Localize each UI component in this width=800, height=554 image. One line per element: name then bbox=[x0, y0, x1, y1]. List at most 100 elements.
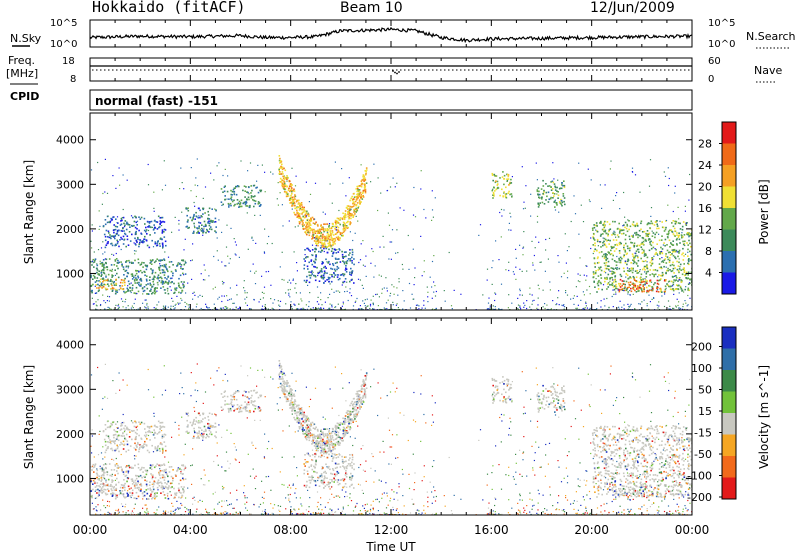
power-region-6 bbox=[303, 247, 355, 284]
colorbar-swatch bbox=[722, 456, 736, 478]
mode-label: normal (fast) -151 bbox=[95, 94, 218, 108]
y-tick-label: 1000 bbox=[56, 267, 84, 280]
y-tick-label: 2000 bbox=[56, 428, 84, 441]
nsearch-label: N.Search bbox=[746, 30, 796, 43]
power-y-axis: 1000 2000 3000 4000 bbox=[56, 134, 692, 280]
power-panel-frame bbox=[89, 112, 693, 311]
velocity-region-9 bbox=[591, 425, 692, 498]
velocity-region-5 bbox=[278, 360, 368, 454]
colorbar-tick-label: -200 bbox=[687, 491, 712, 504]
nave-right-tick-bottom: 0 bbox=[708, 74, 714, 85]
velocity-region-4 bbox=[220, 389, 263, 414]
colorbar-tick-label: 24 bbox=[698, 159, 712, 172]
x-tick-label: 08:00 bbox=[273, 523, 308, 537]
colorbar-tick-label: 28 bbox=[698, 138, 712, 151]
nave-label: Nave bbox=[754, 64, 782, 77]
velocity-region-10 bbox=[617, 483, 667, 498]
freq-left-tick-bottom: 8 bbox=[70, 74, 76, 85]
freq-label: Freq. bbox=[8, 54, 35, 67]
power-y-label: Slant Range [km] bbox=[22, 160, 36, 264]
noise-left-tick-bottom: 10^0 bbox=[50, 39, 77, 50]
colorbar-swatch bbox=[722, 186, 736, 209]
colorbar-tick-label: -100 bbox=[687, 470, 712, 483]
velocity-region-2 bbox=[102, 420, 167, 454]
x-tick-label: 12:00 bbox=[374, 523, 409, 537]
power-region-0 bbox=[90, 258, 187, 295]
velocity-colorbar: 200 100 50 15 -15 -50 -100 -200 bbox=[687, 326, 737, 504]
colorbar-swatch bbox=[722, 143, 736, 166]
velocity-panel-frame bbox=[89, 317, 693, 516]
colorbar-swatch bbox=[722, 370, 736, 392]
power-colorbar: 4 8 12 16 20 24 28 bbox=[698, 121, 737, 295]
velocity-region-6 bbox=[303, 452, 355, 489]
power-heatmap bbox=[90, 155, 692, 310]
velocity-scatter bbox=[90, 363, 692, 515]
colorbar-swatch bbox=[722, 477, 736, 500]
colorbar-tick-label: 16 bbox=[698, 202, 712, 215]
velocity-region-8 bbox=[536, 384, 566, 413]
freq-unit-label: [MHz] bbox=[6, 67, 38, 80]
nave-right-tick-top: 60 bbox=[708, 56, 721, 67]
noise-right-tick-top: 10^5 bbox=[708, 18, 735, 29]
power-region-4 bbox=[220, 184, 263, 209]
colorbar-tick-label: -50 bbox=[694, 448, 712, 461]
noise-right-tick-bottom: 10^0 bbox=[708, 39, 735, 50]
colorbar-swatch bbox=[722, 229, 736, 252]
power-region-2 bbox=[102, 215, 167, 249]
noise-left-tick-top: 10^5 bbox=[50, 18, 77, 29]
x-tick-label: 16:00 bbox=[474, 523, 509, 537]
noise-line bbox=[89, 26, 693, 44]
y-tick-label: 4000 bbox=[56, 134, 84, 147]
y-tick-label: 1000 bbox=[56, 472, 84, 485]
velocity-region-7 bbox=[491, 376, 513, 404]
colorbar-swatch bbox=[722, 251, 736, 273]
beam-title: Beam 10 bbox=[340, 0, 403, 16]
colorbar-tick-label: 20 bbox=[698, 181, 712, 194]
colorbar-tick-label: 4 bbox=[705, 267, 712, 280]
velocity-region-1 bbox=[95, 483, 126, 496]
colorbar-swatch bbox=[722, 208, 736, 230]
colorbar-tick-label: 50 bbox=[698, 384, 712, 397]
date-title: 12/Jun/2009 bbox=[590, 0, 675, 16]
y-tick-label: 4000 bbox=[56, 339, 84, 352]
power-colorbar-label: Power [dB] bbox=[757, 179, 771, 244]
y-tick-label: 3000 bbox=[56, 178, 84, 191]
velocity-y-axis: 1000 2000 3000 4000 bbox=[56, 339, 692, 485]
power-region-1 bbox=[95, 278, 126, 291]
x-tick-label: 00:00 bbox=[675, 523, 710, 537]
velocity-heatmap bbox=[90, 360, 692, 515]
cpid-panel-frame bbox=[89, 89, 693, 111]
power-region-5 bbox=[278, 155, 368, 249]
colorbar-swatch bbox=[722, 413, 736, 435]
noise-trace bbox=[89, 26, 693, 44]
colorbar-swatch bbox=[722, 434, 736, 457]
colorbar-swatch bbox=[722, 391, 736, 414]
y-tick-label: 2000 bbox=[56, 223, 84, 236]
nave-dip bbox=[392, 70, 400, 75]
colorbar-swatch bbox=[722, 327, 736, 349]
colorbar-tick-label: -15 bbox=[694, 427, 712, 440]
colorbar-swatch bbox=[722, 122, 736, 144]
power-region-7 bbox=[491, 171, 513, 199]
velocity-region-0 bbox=[90, 463, 187, 500]
cpid-label: CPID bbox=[10, 90, 39, 103]
colorbar-swatch bbox=[722, 348, 736, 371]
colorbar-tick-label: 15 bbox=[698, 405, 712, 418]
x-axis-label: Time UT bbox=[365, 540, 416, 554]
power-scatter bbox=[90, 158, 692, 310]
colorbar-frame bbox=[721, 326, 737, 500]
colorbar-tick-label: 12 bbox=[698, 224, 712, 237]
velocity-y-label: Slant Range [km] bbox=[22, 365, 36, 469]
x-tick-label: 00:00 bbox=[73, 523, 108, 537]
velocity-colorbar-label: Velocity [m s^-1] bbox=[757, 365, 771, 469]
colorbar-tick-label: 200 bbox=[691, 341, 712, 354]
power-region-8 bbox=[536, 179, 566, 208]
time-x-axis: 00:00 04:00 08:00 12:00 16:00 20:00 00:00 bbox=[73, 20, 710, 537]
colorbar-swatch bbox=[722, 165, 736, 187]
power-region-9 bbox=[591, 220, 692, 293]
nsky-label: N.Sky bbox=[10, 32, 42, 45]
colorbar-tick-label: 100 bbox=[691, 362, 712, 375]
colorbar-swatch bbox=[722, 272, 736, 295]
y-tick-label: 3000 bbox=[56, 383, 84, 396]
